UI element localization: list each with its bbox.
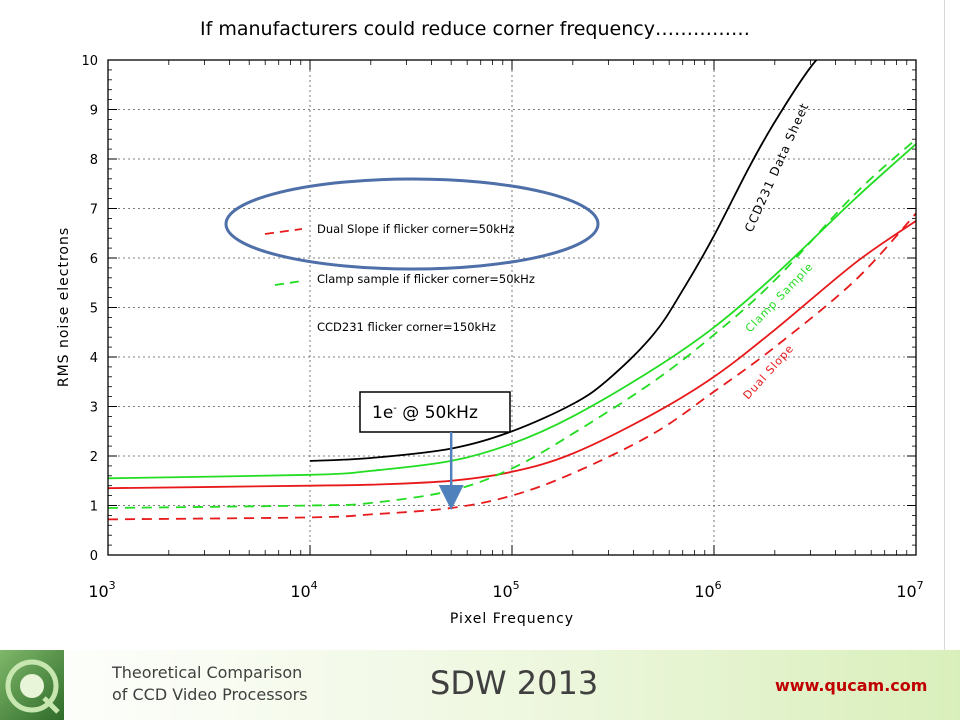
y-axis-label: RMS noise electrons: [56, 227, 72, 387]
noise-chart: 0 1 2 3 4 5 6 7 8 9 10 103 104 105 106 107 RMS noise el…: [56, 54, 924, 627]
x-tick-label: 104: [290, 579, 317, 601]
footer-bar: Theoretical Comparison of CCD Video Proc…: [0, 650, 960, 720]
footer-event: SDW 2013: [430, 664, 599, 702]
legend-label-dual-slope: Dual Slope if flicker corner=50kHz: [317, 222, 515, 236]
annotation-callout: 1e- @ 50kHz: [359, 391, 511, 510]
series-line-dual-slope-if-flicker-corner-50khz: [108, 212, 916, 521]
curve-label-ccd231-data-sheet: CCD231 Data Sheet: [742, 100, 812, 234]
qucam-logo-icon: [0, 650, 64, 720]
y-tick-label: 5: [90, 302, 98, 317]
x-tick-label: 106: [694, 579, 721, 601]
footer-url-link[interactable]: www.qucam.com: [775, 676, 928, 695]
annotation-box: [359, 391, 511, 433]
series-line-dual-slope: [108, 220, 916, 490]
annotation-text: 1e- @ 50kHz: [372, 403, 478, 423]
x-axis-label: Pixel Frequency: [450, 611, 574, 627]
y-tick-label: 0: [90, 549, 98, 564]
legend-label-clamp-sample: Clamp sample if flicker corner=50kHz: [317, 272, 535, 286]
footer-subtitle-line2: of CCD Video Processors: [112, 685, 308, 704]
x-tick-label: 107: [896, 579, 923, 601]
y-tick-label: 4: [90, 351, 98, 366]
y-tick-label: 8: [90, 153, 98, 168]
y-tick-label: 7: [90, 203, 98, 218]
series-line-clamp-sample: [108, 143, 916, 480]
y-tick-label: 10: [81, 54, 98, 69]
x-tick-label: 103: [88, 579, 115, 601]
series-line-ccd231-data-sheet: [309, 60, 818, 462]
y-tick-label: 3: [90, 401, 98, 416]
y-tick-label: 1: [90, 500, 98, 515]
x-tick-label: 105: [492, 579, 519, 601]
y-tick-label: 6: [90, 252, 98, 267]
slide-title: If manufacturers could reduce corner fre…: [200, 18, 750, 40]
footer-subtitle: Theoretical Comparison of CCD Video Proc…: [112, 662, 308, 706]
slide-border: [944, 0, 945, 650]
series-line-clamp-sample-if-flicker-corner-50khz: [108, 138, 916, 509]
legend-swatch-clamp-sample: [274, 280, 303, 286]
legend-swatch-dual-slope: [264, 228, 303, 235]
footer-subtitle-line1: Theoretical Comparison: [112, 663, 303, 682]
y-tick-label: 9: [90, 104, 98, 119]
legend-label-ccd231: CCD231 flicker corner=150kHz: [317, 320, 496, 334]
legend-highlight-ellipse: [224, 177, 600, 271]
y-tick-label: 2: [90, 450, 98, 465]
